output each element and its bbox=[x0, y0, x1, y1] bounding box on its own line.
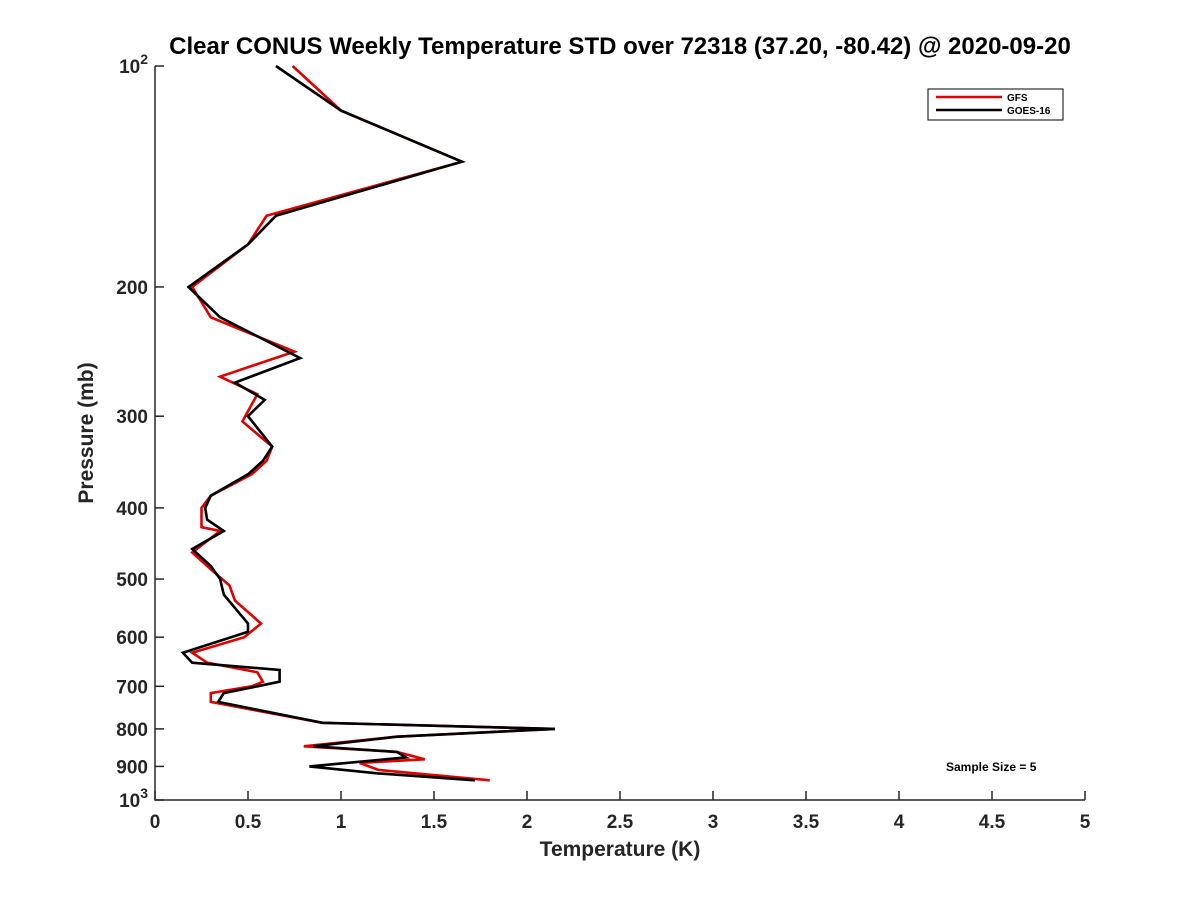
x-axis-label: Temperature (K) bbox=[540, 838, 701, 861]
sample-size-annotation: Sample Size = 5 bbox=[946, 760, 1037, 774]
x-tick-label: 5 bbox=[1080, 812, 1091, 833]
y-tick-label: 103 bbox=[119, 785, 148, 812]
legend-box bbox=[927, 88, 1064, 121]
x-tick-label: 2 bbox=[522, 812, 533, 833]
y-tick-label: 400 bbox=[116, 499, 148, 520]
y-tick-label: 600 bbox=[116, 628, 148, 649]
x-tick-label: 1 bbox=[336, 812, 347, 833]
chart-title: Clear CONUS Weekly Temperature STD over … bbox=[169, 33, 1071, 60]
y-tick-label: 500 bbox=[116, 570, 148, 591]
x-tick-label: 4.5 bbox=[979, 812, 1006, 833]
series-line-gfs bbox=[189, 65, 555, 782]
plot-axes bbox=[154, 66, 1085, 801]
x-tick-label: 1.5 bbox=[421, 812, 448, 833]
x-tick-label: 0 bbox=[150, 812, 161, 833]
y-tick-label: 900 bbox=[116, 757, 148, 778]
y-axis: 102 200 300 400 500 600 700 800 900 103 bbox=[116, 51, 164, 812]
x-tick-label: 0.5 bbox=[235, 812, 262, 833]
x-tick-label: 3.5 bbox=[793, 812, 820, 833]
series-line-goes16 bbox=[180, 64, 555, 782]
y-axis-label: Pressure (mb) bbox=[75, 362, 98, 503]
x-tick-label: 3 bbox=[708, 812, 719, 833]
y-tick-label: 300 bbox=[116, 407, 148, 428]
x-axis: 0 0.5 1 1.5 2 2.5 3 3.5 4 4.5 5 bbox=[150, 791, 1091, 833]
legend-label-goes16: GOES-16 bbox=[1007, 106, 1051, 117]
x-tick-label: 2.5 bbox=[607, 812, 634, 833]
legend: GFS GOES-16 bbox=[927, 88, 1064, 121]
y-tick-label: 700 bbox=[116, 677, 148, 698]
legend-label-gfs: GFS bbox=[1007, 93, 1028, 104]
x-tick-label: 4 bbox=[894, 812, 905, 833]
plot-lines bbox=[180, 64, 555, 782]
y-tick-label: 800 bbox=[116, 720, 148, 741]
y-tick-label: 102 bbox=[119, 51, 148, 78]
y-tick-label: 200 bbox=[116, 278, 148, 299]
